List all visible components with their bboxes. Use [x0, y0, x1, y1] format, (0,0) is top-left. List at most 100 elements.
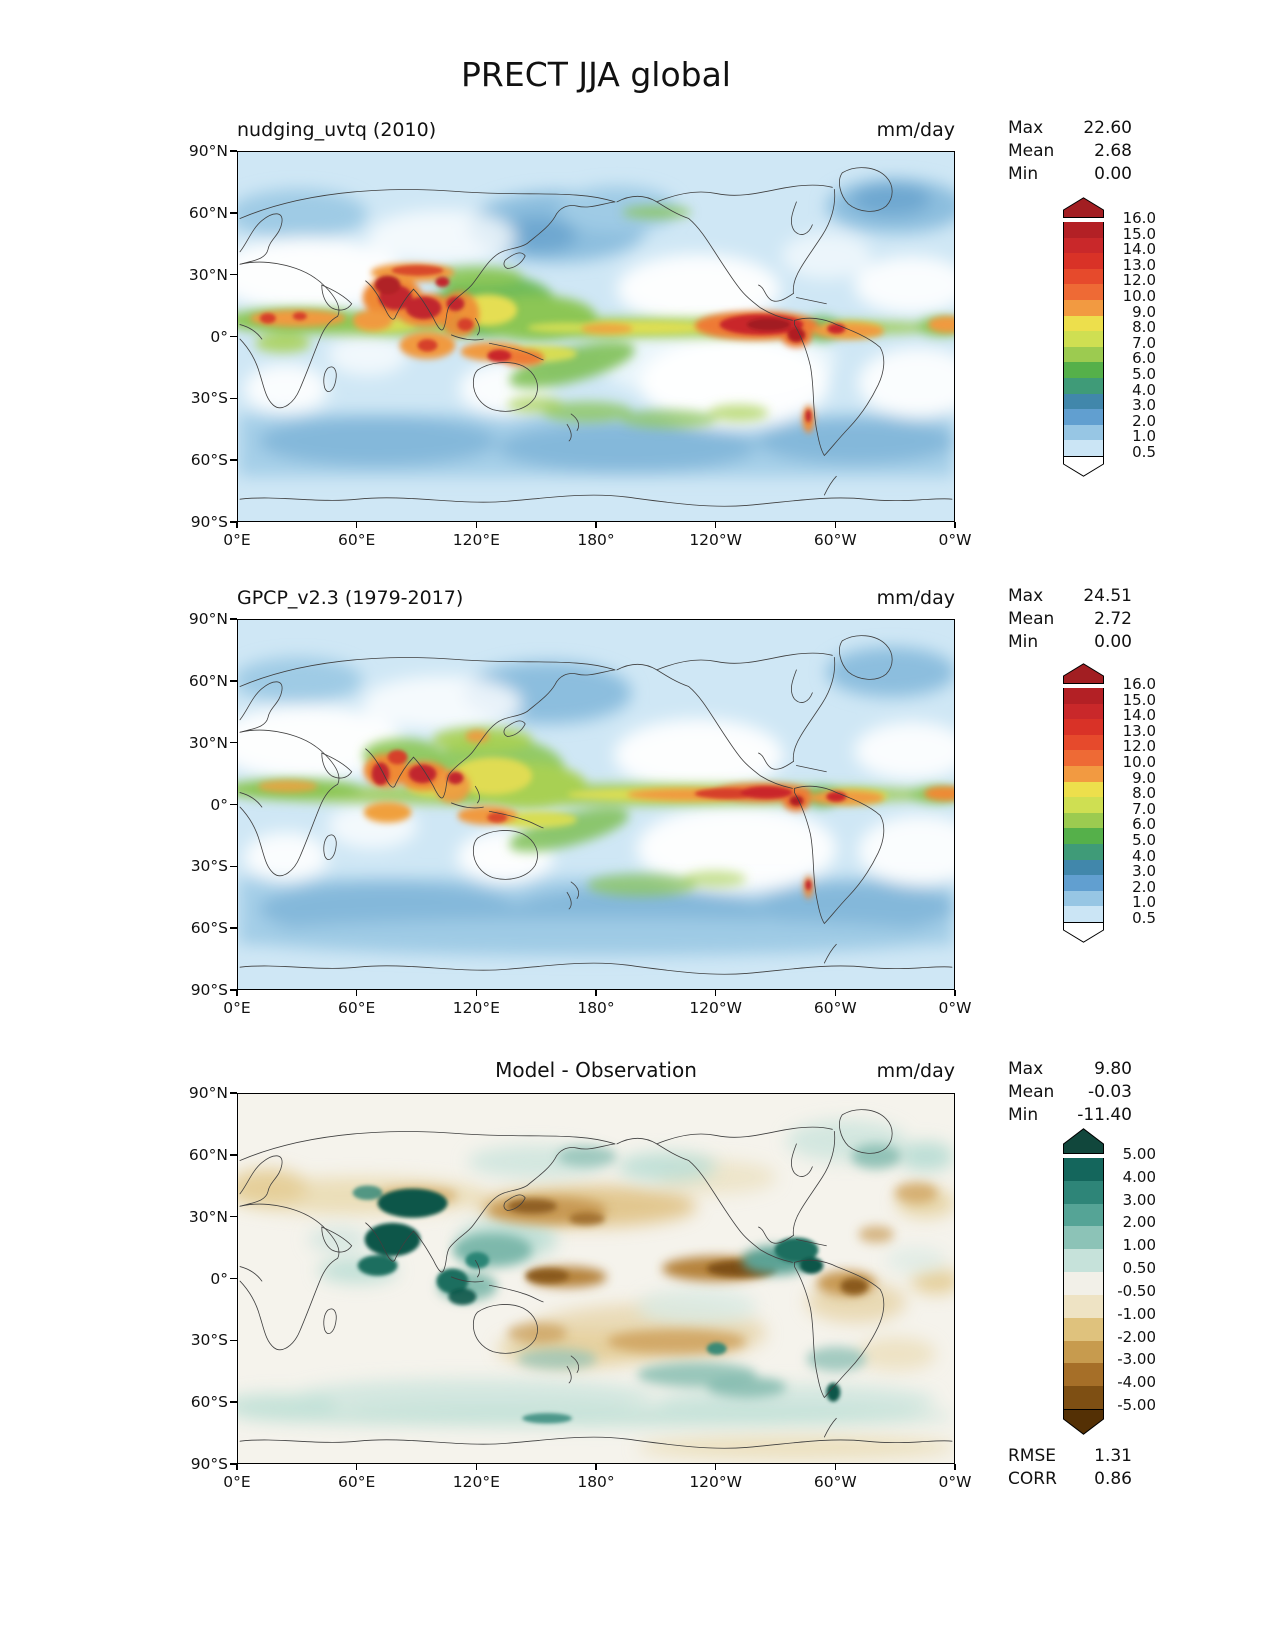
y-tick-label: 30°N — [188, 265, 228, 284]
panel-diff-title: Model - Observation — [495, 1058, 697, 1082]
colorbar-tick-label: 7.0 — [1132, 333, 1156, 352]
colorbar-tick-label: 1.00 — [1122, 1236, 1156, 1255]
colorbar-tick-label: 12.0 — [1122, 737, 1156, 756]
x-tick-label: 60°E — [338, 999, 376, 1017]
colorbar-tick-label: 13.0 — [1122, 255, 1156, 274]
colorbar-tick-label: -4.00 — [1117, 1373, 1156, 1392]
map-model — [237, 151, 955, 522]
y-tick-mark — [230, 618, 237, 620]
colorbar-observation: 16.0 15.0 14.0 13.0 12.0 10.0 9.0 8.0 7.0 6.0 5.0 4… — [1063, 663, 1156, 947]
colorbar-segment — [1064, 331, 1103, 347]
colorbar-segment — [1064, 284, 1103, 300]
y-tick-mark — [230, 212, 237, 214]
y-tick-label: 60°N — [188, 203, 228, 222]
y-tick-label: 30°N — [188, 1207, 228, 1226]
y-tick-mark — [230, 1215, 237, 1218]
metric-row: RMSE 1.31 — [1008, 1446, 1132, 1466]
y-tick-mark — [230, 989, 237, 991]
x-tick-mark — [834, 1464, 837, 1470]
y-tick-mark — [230, 1339, 237, 1342]
colorbar-tick-label: 10.0 — [1122, 752, 1156, 771]
colorbar-segment — [1064, 750, 1103, 766]
y-tick-label: 90°N — [188, 610, 228, 628]
x-tick-label: 60°W — [813, 1473, 857, 1491]
x-tick-mark — [714, 1464, 717, 1470]
colorbar-segment — [1064, 875, 1103, 891]
x-tick-mark — [714, 522, 717, 528]
y-tick-label: 30°N — [188, 733, 228, 752]
y-tick-mark — [230, 273, 237, 276]
y-tick-mark — [230, 1277, 237, 1280]
colorbar-tick-label: 4.00 — [1122, 1167, 1156, 1186]
panel-model-units: mm/day — [876, 119, 955, 141]
colorbar-tick-label: 12.0 — [1122, 271, 1156, 290]
colorbar-segment — [1064, 1272, 1103, 1295]
colorbar-tick-label: 0.50 — [1122, 1259, 1156, 1278]
y-tick-label: 0° — [210, 327, 228, 346]
colorbar-tick-label: 0.5 — [1132, 909, 1156, 927]
colorbar-tick-label: 6.0 — [1132, 815, 1156, 834]
colorbar-segment — [1064, 268, 1103, 285]
x-tick-mark — [475, 1464, 478, 1470]
y-tick-label: 60°S — [190, 451, 228, 470]
stat-row: Mean 2.68 — [1008, 141, 1132, 161]
x-tick-label: 120°W — [689, 1473, 742, 1491]
colorbar-segment — [1064, 377, 1103, 394]
y-tick-mark — [230, 1092, 237, 1094]
x-tick-mark — [714, 990, 717, 996]
colorbar-segment — [1064, 1386, 1103, 1409]
colorbar-segment — [1064, 253, 1103, 269]
y-tick-label: 90°S — [190, 1455, 228, 1473]
panel-obs-title: GPCP_v2.3 (1979-2017) — [237, 587, 464, 609]
colorbar-tick-labels: 16.0 15.0 14.0 13.0 12.0 10.0 9.0 8.0 7.0 6.0 5.0 4… — [1110, 675, 1156, 927]
stat-row: Max 22.60 — [1008, 118, 1132, 138]
y-tick-label: 60°S — [190, 1393, 228, 1412]
y-tick-label: 0° — [210, 795, 228, 814]
colorbar-under-arrow — [1063, 922, 1104, 943]
y-tick-label: 90°S — [190, 981, 228, 999]
stat-row: Max 9.80 — [1008, 1059, 1132, 1079]
y-tick-label: 90°N — [188, 142, 228, 160]
colorbar-tick-label: -1.00 — [1117, 1304, 1156, 1323]
y-tick-mark — [230, 397, 237, 400]
y-tick-mark — [230, 741, 237, 744]
colorbar-tick-label: 2.0 — [1132, 411, 1156, 430]
x-tick-label: 120°E — [452, 531, 500, 549]
colorbar-tick-label: 5.00 — [1122, 1145, 1156, 1163]
colorbar-tick-label: 14.0 — [1122, 706, 1156, 725]
x-tick-label: 120°E — [452, 999, 500, 1017]
x-tick-mark — [475, 522, 478, 528]
x-tick-label: 0°E — [223, 531, 251, 549]
y-tick-label: 30°S — [190, 1331, 228, 1350]
colorbar-tick-label: 2.0 — [1132, 877, 1156, 896]
colorbar-tick-label: 0.5 — [1132, 443, 1156, 461]
x-tick-mark — [834, 522, 837, 528]
y-tick-label: 60°S — [190, 919, 228, 938]
x-tick-label: 60°W — [813, 999, 857, 1017]
map-model-svg — [238, 152, 954, 521]
y-tick-label: 0° — [210, 1269, 228, 1288]
colorbar-tick-label: 4.0 — [1132, 380, 1156, 399]
y-tick-label: 60°N — [188, 1145, 228, 1164]
colorbar-tick-label: 3.00 — [1122, 1190, 1156, 1209]
x-tick-mark — [236, 990, 238, 996]
map-difference — [237, 1093, 955, 1464]
y-tick-mark — [230, 150, 237, 152]
colorbar-over-arrow — [1063, 1128, 1104, 1154]
colorbar-tick-label: 4.0 — [1132, 846, 1156, 865]
colorbar-tick-label: 1.0 — [1132, 893, 1156, 912]
y-tick-mark — [230, 680, 237, 682]
colorbar-segment — [1064, 393, 1103, 410]
y-tick-mark — [230, 1154, 237, 1156]
colorbar-tick-label: 5.0 — [1132, 364, 1156, 383]
colorbar-segment — [1064, 781, 1103, 798]
x-tick-mark — [236, 522, 238, 528]
colorbar-segment — [1064, 703, 1103, 720]
colorbar-segment — [1064, 1203, 1103, 1227]
y-tick-mark — [230, 1463, 237, 1465]
colorbar-tick-label: 8.0 — [1132, 784, 1156, 803]
colorbar-segment — [1064, 843, 1103, 860]
colorbar-under-arrow — [1063, 456, 1104, 477]
metric-row: CORR 0.86 — [1008, 1469, 1132, 1489]
